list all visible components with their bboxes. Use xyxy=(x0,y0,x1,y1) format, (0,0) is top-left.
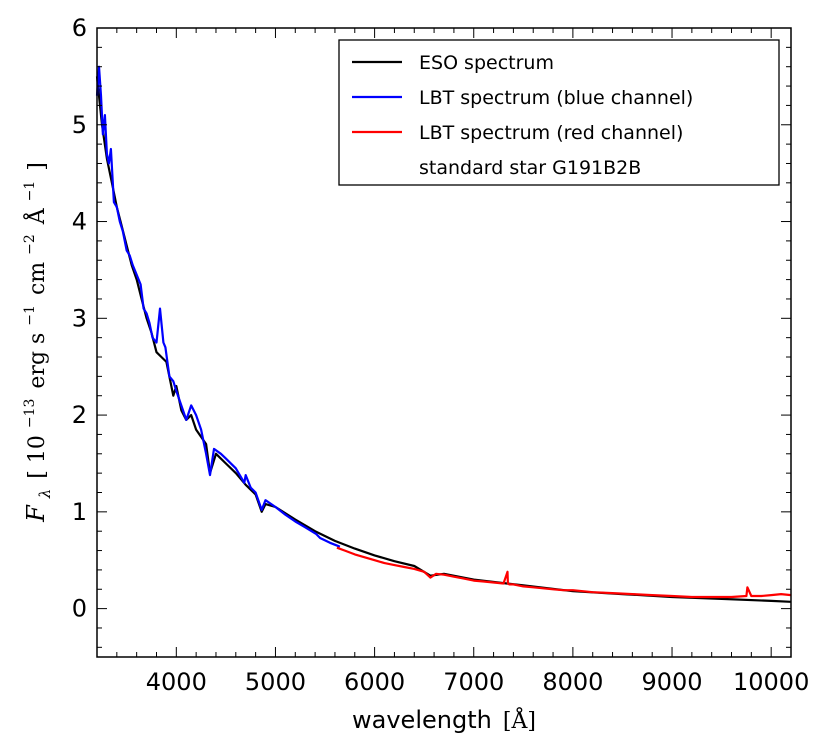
x-tick-label: 7000 xyxy=(443,668,504,696)
y-tick-label: 3 xyxy=(72,304,87,332)
series-line-lbt-red xyxy=(336,546,792,599)
legend-label-blue: LBT spectrum (blue channel) xyxy=(419,87,693,109)
y-tick-label: 0 xyxy=(72,595,87,623)
y-tick-label: 6 xyxy=(72,14,87,42)
x-tick-label: 10000 xyxy=(733,668,809,696)
series-line-lbt-blue xyxy=(95,65,341,548)
y-tick-label: 5 xyxy=(72,111,87,139)
legend: ESO spectrum LBT spectrum (blue channel)… xyxy=(338,39,780,186)
x-tick-label: 6000 xyxy=(344,668,405,696)
x-tick-label: 5000 xyxy=(245,668,306,696)
plot-frame xyxy=(96,27,792,658)
x-tick-label: 8000 xyxy=(542,668,603,696)
y-tick-label: 1 xyxy=(72,498,87,526)
y-tick-label: 2 xyxy=(72,401,87,429)
x-axis-title: wavelength [Å] xyxy=(352,706,536,734)
legend-label-eso: ESO spectrum xyxy=(419,52,554,74)
x-tick-label: 4000 xyxy=(146,668,207,696)
series-layer xyxy=(95,65,792,603)
y-tick-label: 4 xyxy=(72,208,87,236)
x-tick-label: 9000 xyxy=(641,668,702,696)
ticks-layer: 4000 5000 6000 7000 8000 9000 10000 0 1 2 3 4 5 6 xyxy=(72,14,810,696)
legend-label-red: LBT spectrum (red channel) xyxy=(419,122,683,144)
legend-box xyxy=(338,39,780,186)
y-axis-title: F λ [ 10 −13 erg s −1 cm −2 Å −1 ] xyxy=(15,162,56,523)
legend-label-note: standard star G191B2B xyxy=(419,157,641,179)
